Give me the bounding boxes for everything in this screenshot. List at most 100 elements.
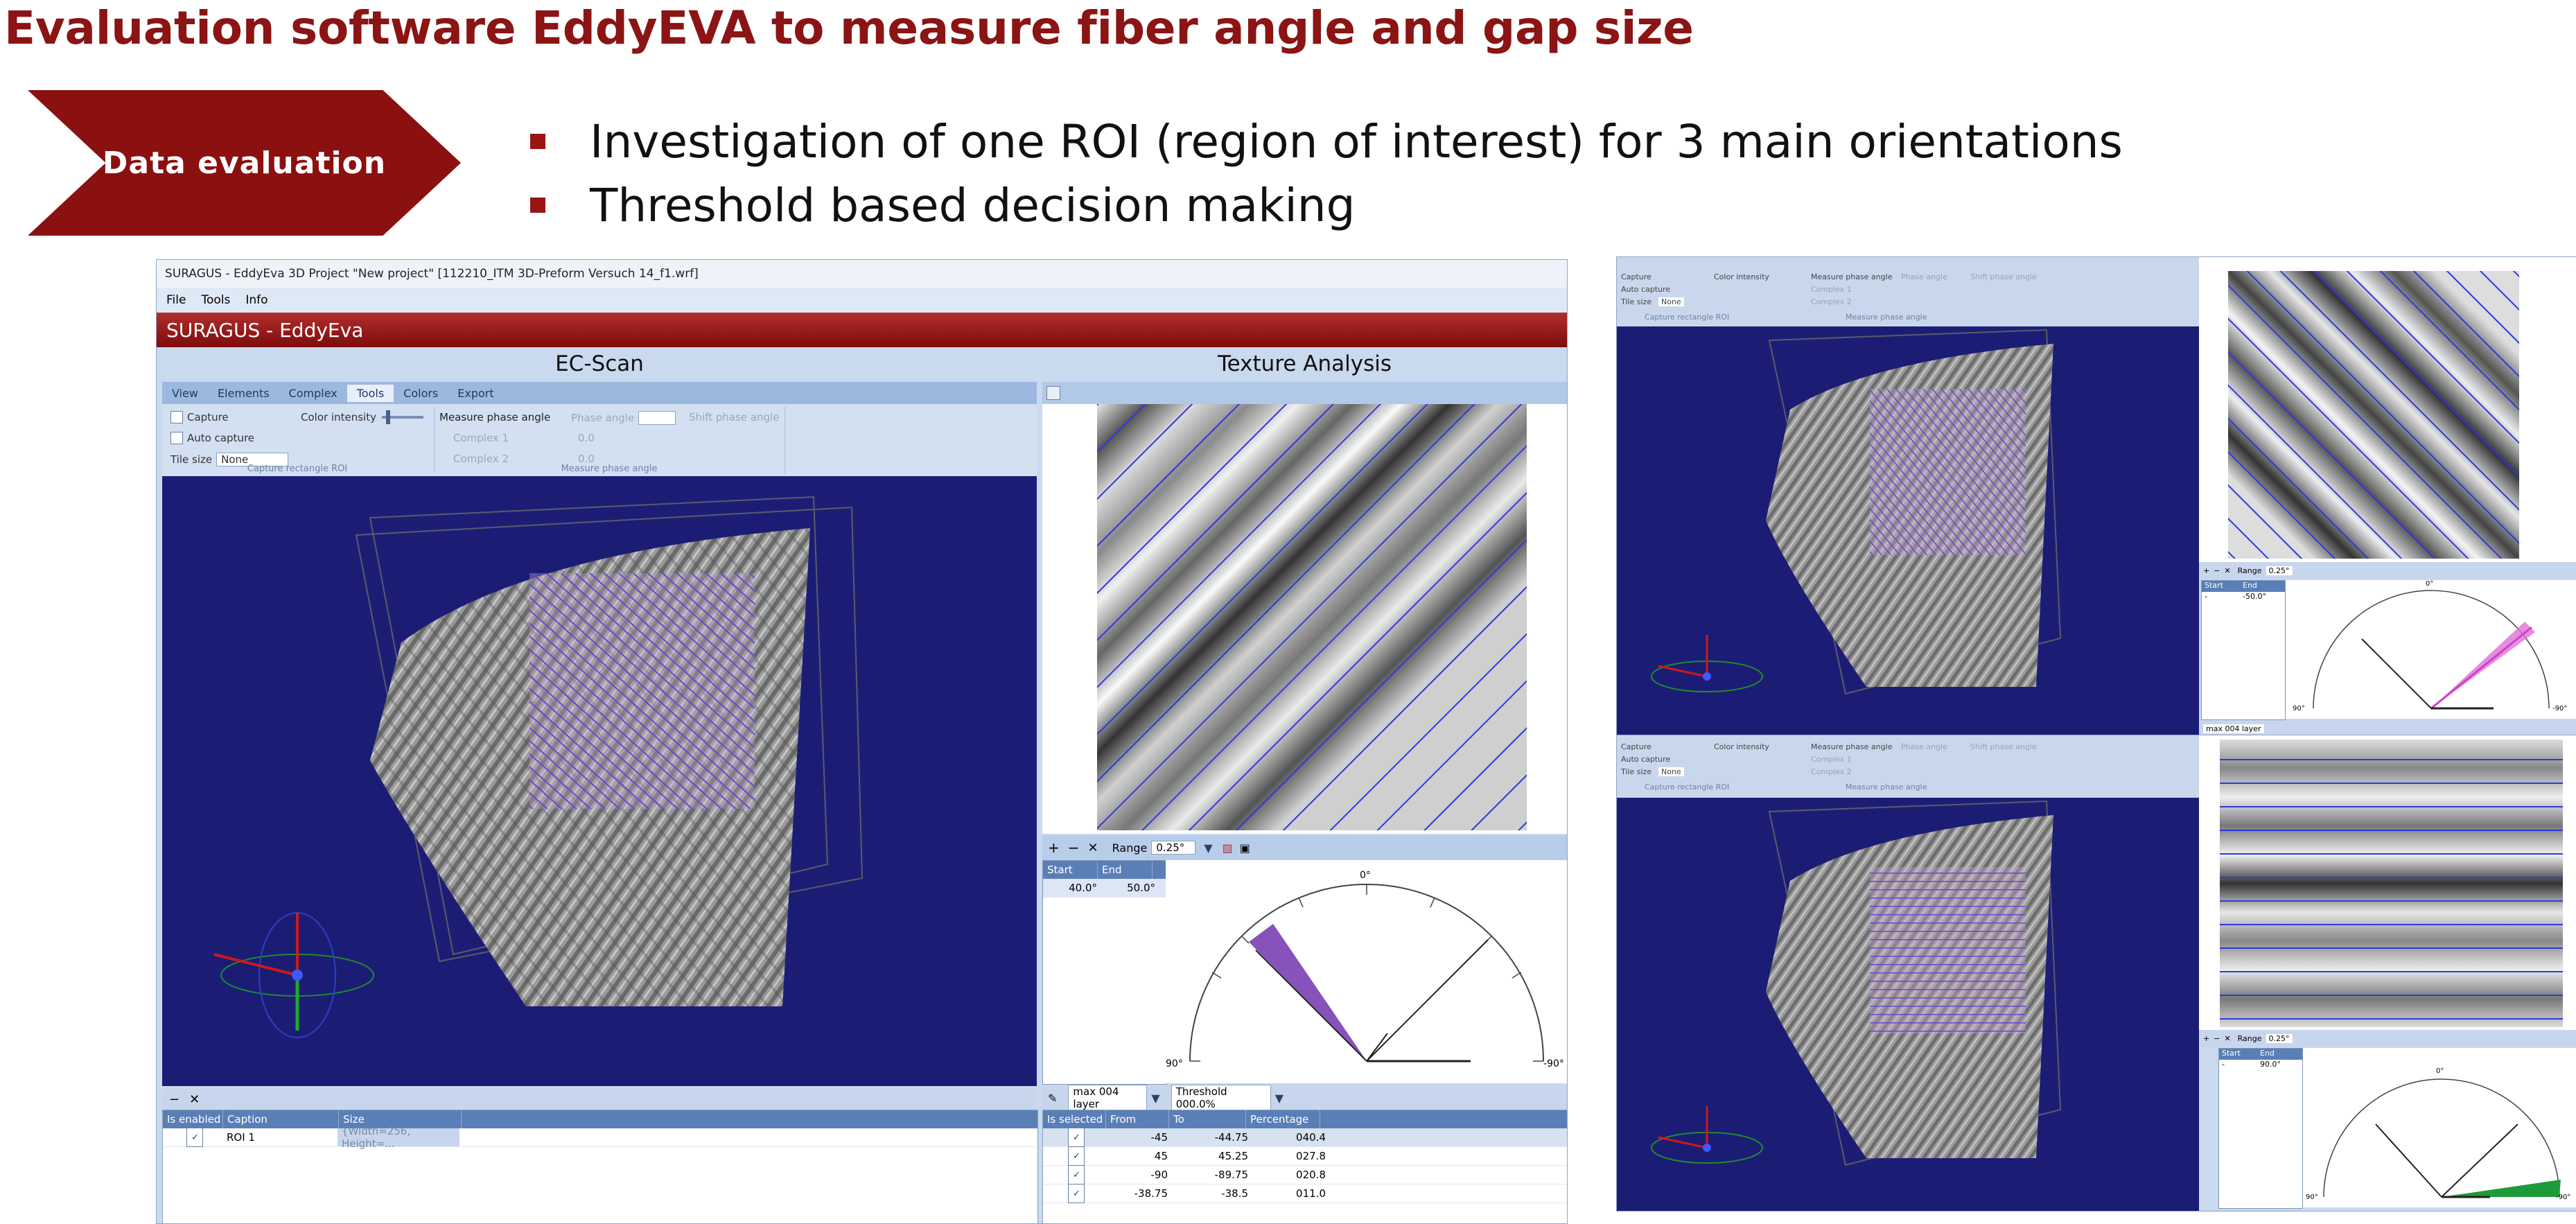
thumb-range-input[interactable]: 0.25° [2266,1033,2293,1043]
close-icon[interactable]: ✕ [2224,566,2231,575]
range-label: Range [1112,841,1148,855]
polar-angle-chart: 0° 90° -90° [1166,860,1567,1083]
thumb-scan-viewport[interactable] [1617,798,2199,1211]
row-checkbox[interactable]: ✓ [1068,1146,1085,1166]
capture-option[interactable]: Capture [170,411,229,423]
range-input[interactable]: 0.25° [1151,841,1196,855]
threshold-input[interactable]: Threshold 000.0% [1171,1085,1271,1111]
capture-checkbox[interactable] [170,411,183,423]
texture-toolbar [1042,382,1567,404]
scan-3d-render [213,496,864,1038]
color-intensity-control: Color intensity [301,410,423,424]
thumb-range-toolbar: + − ✕ Range 0.25° [2199,562,2576,579]
texture-image [1097,404,1527,830]
auto-capture-checkbox[interactable] [170,432,183,444]
ec-scan-3d-viewport[interactable] [162,476,1037,1086]
tab-elements[interactable]: Elements [217,386,270,400]
polar-left-label: 90° [1166,1058,1183,1069]
chevron-down-icon[interactable]: ▼ [1204,841,1213,855]
complex2-label: Complex 2 [453,453,509,465]
layer-select[interactable]: max 004 layer [1068,1085,1148,1111]
table-row[interactable]: 40.0° 50.0° [1043,879,1166,898]
tab-tools[interactable]: Tools [347,384,394,402]
table-row[interactable]: ✓ -90 -89.75 020.8 [1043,1165,1567,1184]
roi-enabled-checkbox[interactable]: ✓ [186,1128,203,1147]
app-name: SURAGUS - EddyEva [166,318,364,342]
polar-right-label: -90° [1543,1058,1564,1069]
tools-ribbon: Capture Auto capture Tile size None Colo… [162,404,1037,476]
menu-file[interactable]: File [166,293,186,307]
roi-table: Is enabled Caption Size ✓ ROI 1 {Width=2… [162,1110,1038,1223]
capture-group-label: Capture rectangle ROI [247,464,348,474]
close-icon[interactable]: ✕ [1087,840,1098,855]
hatch-icon[interactable]: ▨ [1222,841,1233,855]
minus-icon[interactable]: − [2214,566,2220,575]
table-row[interactable]: - 90.0° [2222,1060,2281,1069]
complex1-label: Complex 1 [453,432,509,444]
polar-render [1189,884,1544,1063]
shift-phase-angle-button[interactable]: Shift phase angle [689,411,780,423]
measure-phase-angle-button[interactable]: Measure phase angle [439,411,551,423]
pin-icon[interactable]: ✎ [1048,1091,1058,1105]
menu-bar: File Tools Info [157,288,1567,313]
add-icon[interactable]: + [1048,839,1060,856]
add-icon[interactable]: + [2203,1033,2210,1043]
result-table-header: Is selected From To Percentage [1043,1110,1567,1128]
slide-title: Evaluation software EddyEVA to measure f… [4,1,1694,55]
roi-table-header: Is enabled Caption Size [163,1110,1037,1128]
thumb-ribbon: Capture Auto capture Tile size None Colo… [1617,257,2199,326]
thumb-range-input[interactable]: 0.25° [2266,566,2293,575]
menu-info[interactable]: Info [245,293,268,307]
complex1-value: 0.0 [578,432,595,444]
range-toolbar: + − ✕ Range 0.25° ▼ ▨ ▣ [1042,835,1567,860]
row-checkbox[interactable]: ✓ [1068,1165,1085,1184]
threshold-toolbar: ✎ max 004 layer ▼ Threshold 000.0% ▼ [1042,1085,1567,1111]
chevron-down-icon[interactable]: ▼ [1151,1091,1160,1105]
tab-colors[interactable]: Colors [403,386,439,400]
window-title: SURAGUS - EddyEva 3D Project "New projec… [165,267,699,281]
tile-size-control: Tile size None [170,453,292,466]
table-row[interactable]: ✓ -45 -44.75 040.4 [1043,1128,1567,1147]
roi-toolbar: − ✕ [162,1089,1037,1110]
thumb-scan-viewport[interactable] [1617,326,2199,737]
result-table: Is selected From To Percentage ✓ -45 -44… [1042,1110,1567,1223]
polar-top-label: 0° [1360,870,1371,881]
minus-icon[interactable]: − [1067,839,1080,856]
tile-size-select[interactable]: None [216,453,289,466]
auto-capture-option[interactable]: Auto capture [170,432,254,444]
table-row[interactable]: - -50.0° [2205,592,2266,601]
thumb-texture-area [2199,735,2576,1030]
texture-render [1097,404,1527,830]
picture-icon[interactable]: ▣ [1239,841,1250,855]
table-row[interactable]: ✓ 45 45.25 027.8 [1043,1146,1567,1166]
row-checkbox[interactable]: ✓ [1068,1128,1085,1147]
thumbnail-orientation-90: Capture Auto capture Tile size None Colo… [1616,735,2576,1212]
thumb-range-table: Start End - -50.0° [2201,580,2286,720]
color-intensity-slider[interactable] [381,410,423,424]
row-checkbox[interactable]: ✓ [1068,1184,1085,1203]
close-icon[interactable]: ✕ [189,1092,200,1107]
add-icon[interactable]: + [2203,566,2210,575]
tab-export[interactable]: Export [457,386,494,400]
phase-angle-field[interactable]: Phase angle [571,411,680,425]
range-table-header: Start End [1043,861,1166,879]
menu-tools[interactable]: Tools [201,293,231,307]
range-table: Start End 40.0° 50.0° [1042,860,1167,1085]
app-name-bar: SURAGUS - EddyEva [157,313,1567,347]
chevron-down-icon[interactable]: ▼ [1274,1091,1284,1105]
minus-icon[interactable]: − [2214,1033,2220,1043]
minus-icon[interactable]: − [169,1092,180,1107]
table-row[interactable]: ✓ -38.75 -38.5 011.0 [1043,1184,1567,1203]
tab-view[interactable]: View [172,386,198,400]
picture-icon[interactable] [1046,386,1060,400]
bullet-list: Investigation of one ROI (region of inte… [530,110,2123,237]
thumb-polar-chart: 0° 90° -90° [2303,1048,2576,1207]
thumb-range-toolbar: + − ✕ Range 0.25° [2199,1030,2576,1047]
texture-analysis-title: Texture Analysis [1217,351,1392,376]
close-icon[interactable]: ✕ [2224,1033,2231,1043]
chevron-label: Data evaluation [102,145,387,181]
thumbnail-orientation-minus45: Capture Auto capture Tile size None Colo… [1616,256,2576,737]
bullet-square-icon [530,134,545,149]
table-row[interactable]: ✓ ROI 1 {Width=256, Height=... [163,1125,1037,1150]
tab-complex[interactable]: Complex [288,386,338,400]
